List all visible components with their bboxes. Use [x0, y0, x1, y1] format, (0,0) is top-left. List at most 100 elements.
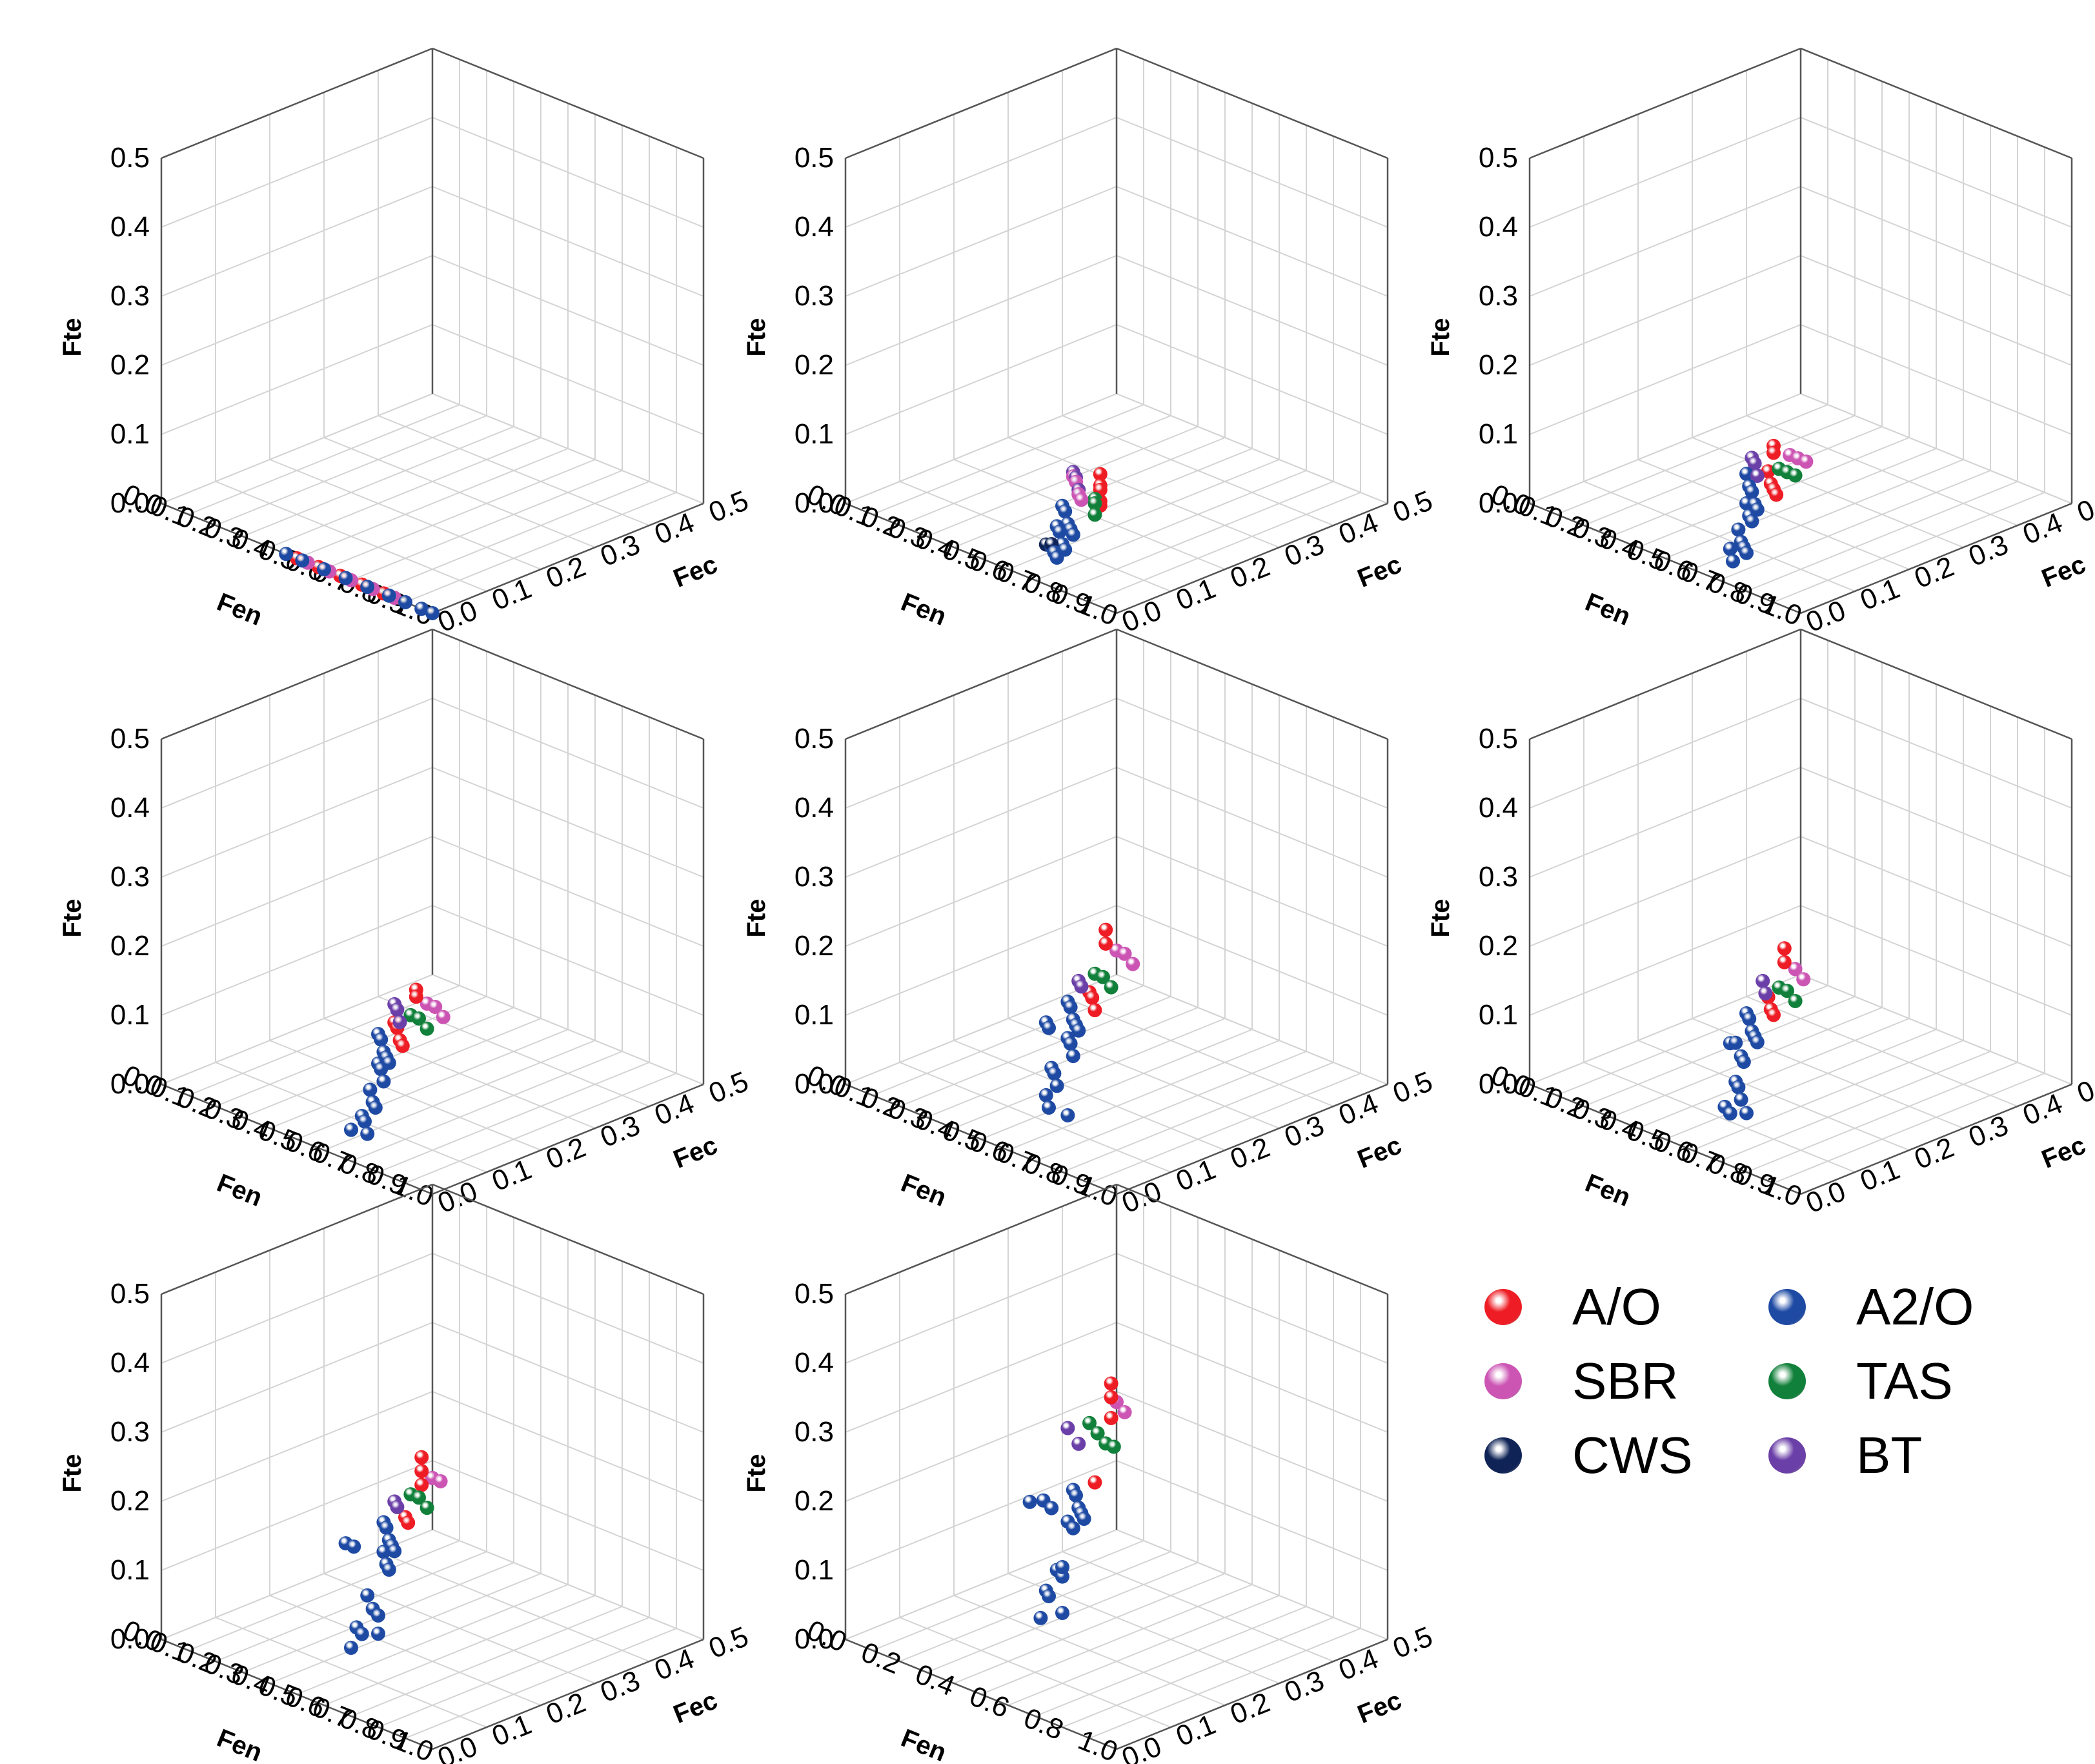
- gridline: [1007, 1595, 1280, 1706]
- z-tick-label: 0.0: [110, 1623, 150, 1655]
- point-a2o: [344, 1122, 358, 1137]
- gridline: [1800, 255, 2072, 366]
- y-tick-label: 0.3: [1280, 1665, 1328, 1708]
- point-a2o: [363, 1082, 378, 1097]
- z-tick-label: 0.5: [110, 1278, 150, 1310]
- gridline: [1116, 1253, 1388, 1364]
- gridline: [845, 255, 1117, 366]
- y-tick-label: 0.0: [1801, 1175, 1850, 1219]
- gridline: [953, 437, 1226, 548]
- gridline: [845, 324, 1117, 435]
- z-tick-label: 0.4: [110, 1347, 150, 1379]
- point-a2o: [1063, 1000, 1078, 1015]
- gridline: [215, 415, 487, 526]
- point-a2o: [1739, 545, 1754, 560]
- x-axis-line: [1529, 502, 1801, 614]
- x-axis-line: [161, 1083, 433, 1195]
- point-sbr: [1074, 492, 1089, 507]
- gridline: [845, 974, 1117, 1085]
- x-axis-line: [845, 1083, 1117, 1195]
- z-tick-label: 0.1: [110, 999, 150, 1031]
- point-ao: [1766, 1008, 1781, 1022]
- gridline: [269, 1573, 541, 1684]
- legend-label-bt: BT: [1856, 1426, 1923, 1484]
- gridline: [845, 836, 1117, 947]
- gridline: [1116, 255, 1388, 366]
- gridline: [161, 117, 433, 228]
- point-tas: [1104, 980, 1118, 995]
- gridline: [1062, 481, 1334, 592]
- gridline: [845, 1391, 1117, 1502]
- gridline: [926, 1007, 1199, 1118]
- box-edge: [1529, 628, 1801, 740]
- point-tas: [1088, 496, 1102, 511]
- y-axis-title: Fec: [669, 1686, 721, 1729]
- gridline: [161, 1460, 433, 1571]
- z-tick-label: 0.1: [110, 1554, 150, 1586]
- point-a2o: [338, 571, 353, 585]
- gridline: [1116, 974, 1388, 1085]
- gridline: [872, 404, 1144, 515]
- gridline: [1035, 470, 1307, 581]
- point-tas: [1788, 994, 1803, 1008]
- gridline: [1089, 1628, 1361, 1739]
- gridline: [1007, 437, 1280, 548]
- z-tick-label: 0.0: [794, 1623, 834, 1655]
- z-tick-label: 0.4: [110, 211, 150, 243]
- z-tick-label: 0.0: [110, 1068, 150, 1100]
- point-a2o: [1066, 1521, 1080, 1536]
- point-a2o: [381, 588, 396, 603]
- legend-item-sbr: SBR: [1484, 1355, 1679, 1407]
- gridline: [378, 1062, 650, 1173]
- y-tick-label: 0.4: [1334, 1088, 1382, 1131]
- point-a2o: [1739, 1106, 1754, 1120]
- point-ao: [395, 1039, 410, 1053]
- y-tick-label: 0.4: [1334, 1643, 1382, 1687]
- box-edge: [432, 1183, 704, 1295]
- y-tick-label: 0.3: [1964, 1110, 2012, 1153]
- point-a2o: [1055, 1606, 1069, 1620]
- point-sbr: [1117, 1405, 1132, 1419]
- gridline: [980, 448, 1253, 559]
- gridline: [269, 459, 541, 570]
- point-a2o: [1734, 1092, 1748, 1107]
- gridline: [269, 437, 541, 548]
- gridline: [1583, 415, 1856, 526]
- gridline: [1556, 404, 1828, 515]
- y-tick-label: 0.2: [541, 1687, 590, 1730]
- gridline: [1800, 117, 2072, 228]
- point-a2o: [317, 562, 331, 576]
- y-tick-label: 0.4: [2018, 507, 2067, 551]
- z-tick-label: 0.3: [794, 861, 834, 893]
- point-a2o: [1731, 522, 1746, 537]
- gridline: [296, 1584, 569, 1695]
- gridline: [1800, 836, 2072, 947]
- point-a2o: [1052, 524, 1067, 539]
- point-a2o: [1750, 502, 1765, 517]
- gridline: [845, 1322, 1117, 1433]
- point-ao: [414, 1464, 429, 1479]
- gridline: [1665, 448, 1937, 559]
- gridline: [215, 1551, 487, 1662]
- y-tick-label: 0.1: [1171, 1708, 1220, 1752]
- point-tas: [1088, 507, 1102, 522]
- gridline: [378, 481, 650, 592]
- x-tick-label: 0.8: [1020, 1702, 1068, 1746]
- point-a2o: [1042, 1100, 1056, 1115]
- gridline: [1692, 437, 1964, 548]
- point-a2o: [1731, 1080, 1746, 1095]
- point-a2o: [347, 1539, 361, 1554]
- point-sbr: [1788, 962, 1803, 977]
- x-axis-title: Fen: [213, 1724, 266, 1764]
- legend-item-a2o: A2/O: [1768, 1281, 1974, 1333]
- point-sbr: [1799, 454, 1814, 469]
- point-ao: [414, 1450, 429, 1465]
- gridline: [405, 1628, 677, 1739]
- y-axis-line: [1800, 1083, 2072, 1195]
- y-tick-label: 0.3: [1280, 529, 1328, 573]
- gridline: [1116, 117, 1388, 228]
- z-tick-label: 0.5: [110, 723, 150, 755]
- gridline: [432, 1391, 704, 1502]
- point-tas: [1106, 1439, 1121, 1454]
- panel-7: 0.0 0.1 0.2 0.3 0.4 0.5 0.0 0.1 0.2 0.3 0.4 0.5 0.6 0…: [39, 1162, 753, 1764]
